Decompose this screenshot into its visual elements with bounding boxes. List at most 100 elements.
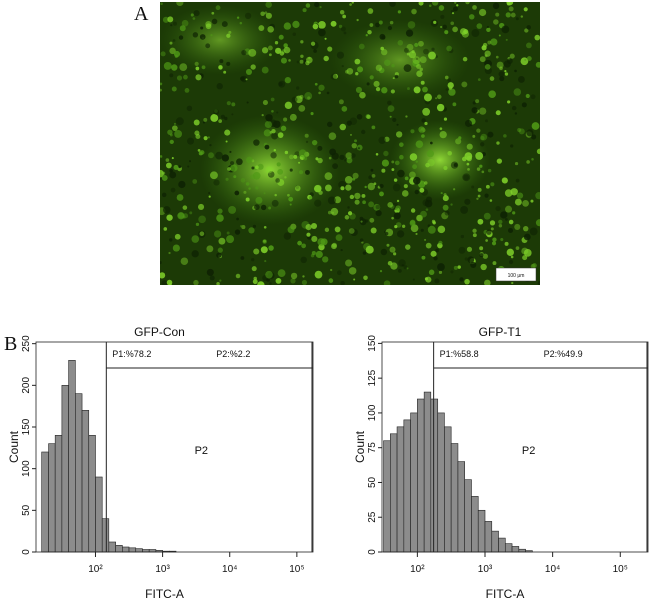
histogram-bar (498, 537, 506, 553)
cell (509, 53, 515, 59)
cell (461, 81, 468, 88)
cell (380, 248, 388, 256)
cell (471, 107, 478, 114)
cell (181, 19, 189, 27)
cell (399, 142, 404, 147)
histogram-bar (491, 530, 499, 553)
cell (268, 173, 271, 176)
cell (415, 57, 419, 60)
cell (215, 5, 221, 11)
cell (407, 21, 416, 29)
cell (292, 32, 296, 36)
cell (516, 192, 524, 199)
cell (430, 141, 433, 145)
cell (340, 281, 345, 285)
cell (335, 234, 343, 241)
cell (526, 56, 532, 62)
cell (216, 252, 222, 258)
histogram-bar (450, 443, 459, 553)
cell (487, 168, 492, 173)
cell (236, 158, 243, 166)
cell (476, 197, 479, 200)
cell (489, 199, 493, 202)
y-tick-label: 25 (367, 511, 378, 523)
cell (299, 59, 304, 64)
cell (160, 82, 163, 86)
cell (477, 187, 482, 192)
cell (163, 61, 172, 70)
cell (439, 130, 447, 139)
cell (526, 42, 532, 49)
cell (426, 150, 434, 158)
cell (369, 23, 374, 27)
cell (381, 168, 386, 173)
cell (224, 129, 231, 136)
cell (322, 256, 329, 263)
cell (300, 256, 307, 264)
cell (465, 2, 470, 5)
cell (165, 158, 170, 162)
cell (395, 205, 401, 211)
cell (464, 257, 468, 261)
cell (172, 39, 176, 42)
cell (381, 48, 388, 56)
cell (467, 256, 475, 264)
cell (293, 154, 298, 159)
cell (385, 231, 389, 236)
cell (441, 212, 449, 220)
cell (288, 196, 294, 202)
histogram-bar (464, 479, 472, 553)
cell (422, 107, 431, 116)
cell (310, 112, 314, 116)
cell (514, 112, 518, 115)
cell (419, 56, 427, 64)
cell (492, 2, 500, 10)
cell (171, 86, 177, 92)
cell (462, 56, 468, 62)
cell (345, 184, 352, 191)
cell (354, 192, 361, 200)
cell (430, 250, 437, 257)
cell (396, 199, 400, 203)
cell (314, 82, 318, 86)
cell (454, 2, 457, 4)
cell (344, 175, 353, 184)
microscopy-image (160, 2, 540, 285)
histogram-bar (518, 548, 526, 553)
cell (442, 195, 449, 202)
cell (253, 276, 257, 281)
cell (415, 140, 424, 148)
cell (250, 64, 256, 70)
cell (206, 268, 214, 276)
cell (178, 165, 182, 169)
gate-label: P2:%49.9 (544, 349, 583, 359)
cell (305, 60, 310, 66)
histogram-bar (95, 476, 103, 553)
cell (477, 218, 484, 225)
cell (328, 156, 332, 160)
cell (463, 174, 469, 181)
cell (420, 210, 427, 218)
histogram-bar (403, 419, 411, 553)
cell (208, 195, 211, 198)
cell (472, 5, 477, 10)
cell (370, 168, 374, 172)
cell (453, 265, 458, 270)
cell (160, 272, 166, 279)
cell (462, 173, 471, 182)
histogram-bar (457, 461, 465, 553)
chart-title: GFP-T1 (479, 325, 522, 339)
cell (336, 51, 345, 59)
cell (179, 63, 188, 72)
cell (472, 228, 477, 233)
cell (515, 17, 519, 21)
cell (349, 194, 355, 200)
cell (173, 21, 177, 26)
cell (268, 245, 274, 251)
cell (440, 25, 443, 29)
cell (371, 125, 376, 130)
cell (387, 105, 395, 113)
cell (510, 144, 514, 148)
cell (406, 52, 410, 56)
cell (348, 267, 357, 275)
